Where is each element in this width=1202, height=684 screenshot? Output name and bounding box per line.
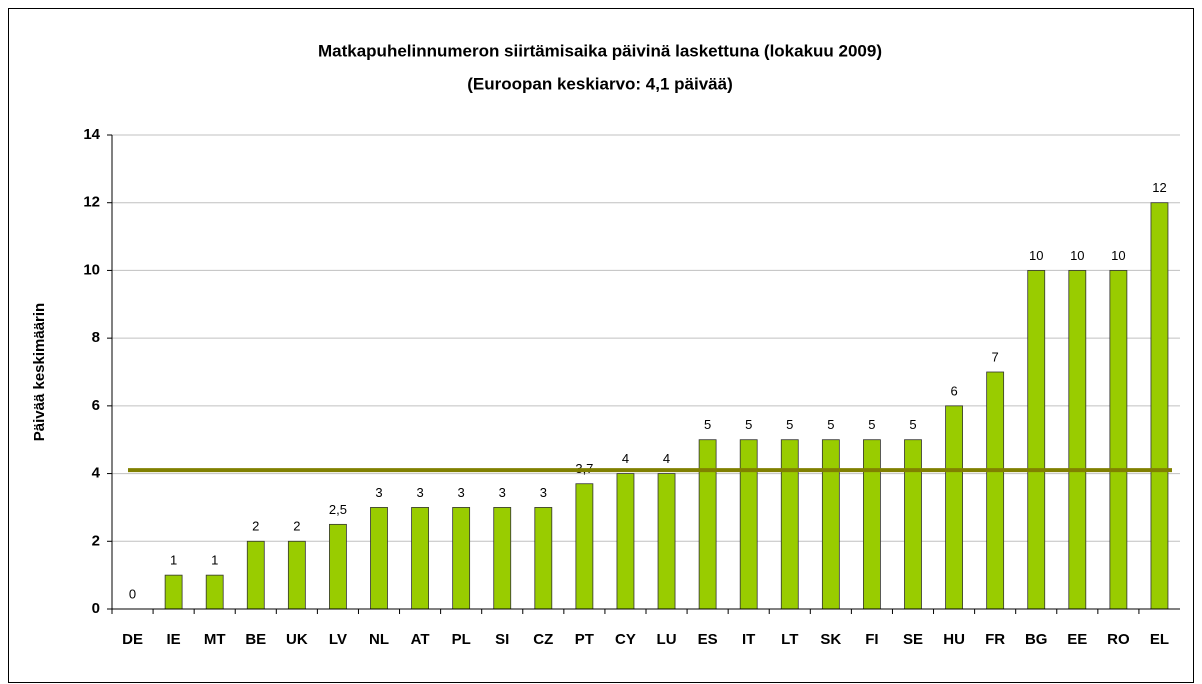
value-label: 0 [129,586,136,601]
value-label: 6 [950,383,957,398]
x-tick-label: LU [657,631,677,648]
x-tick-label: CZ [533,631,553,648]
bar [1027,270,1046,610]
bar [164,574,183,610]
bar [493,507,512,610]
value-label: 5 [909,417,916,432]
bar [945,405,963,610]
chart-title: Matkapuhelinnumeron siirtämisaika päivin… [318,41,882,60]
bar [205,574,224,610]
bar [1150,202,1169,610]
bar [1109,270,1128,610]
value-label: 3 [540,485,547,500]
y-tick-label: 12 [83,194,100,211]
bar [1068,270,1087,610]
x-tick-label: LT [781,631,798,648]
value-label: 3 [458,485,465,500]
chart-border [8,8,1194,683]
x-tick-label: EE [1067,631,1087,648]
value-label: 2 [293,519,300,534]
chart-subtitle: (Euroopan keskiarvo: 4,1 päivää) [467,74,733,93]
x-tick-label: PT [575,631,594,648]
x-tick-label: PL [452,631,471,648]
x-tick-label: IE [167,631,181,648]
bar [616,473,635,610]
x-tick-label: IT [742,631,755,648]
y-tick-label: 10 [83,261,100,278]
x-tick-label: BE [245,631,266,648]
value-label: 10 [1070,248,1084,263]
x-tick-label: CY [615,631,636,648]
value-label: 1 [211,553,218,568]
bar [575,483,594,610]
x-tick-label: FI [865,631,878,648]
value-label: 7 [992,349,999,364]
x-tick-label: AT [411,631,430,648]
bar [329,523,347,610]
value-label: 10 [1029,248,1043,263]
bar [534,507,553,610]
bar [821,439,840,610]
value-label: 3 [416,485,423,500]
x-tick-label: SE [903,631,923,648]
y-tick-label: 14 [83,126,100,143]
value-label: 10 [1111,248,1125,263]
value-label: 4 [622,451,629,466]
y-tick-label: 0 [92,600,100,617]
bar [986,371,1005,610]
value-label: 2 [252,519,259,534]
x-tick-label: UK [286,631,308,648]
y-axis-label: Päivää keskimäärin [31,303,48,441]
bar [739,439,758,610]
value-label: 5 [868,417,875,432]
value-label: 5 [827,417,834,432]
value-label: 1 [170,553,177,568]
x-tick-label: HU [943,631,965,648]
bar [904,439,922,610]
x-tick-label: RO [1107,631,1130,648]
y-tick-label: 8 [92,329,100,346]
x-tick-label: ES [698,631,718,648]
value-label: 3 [375,485,382,500]
value-label: 5 [704,417,711,432]
x-tick-label: NL [369,631,389,648]
bar [287,540,306,610]
x-tick-label: LV [329,631,347,648]
bar [780,439,799,610]
bar [246,540,265,610]
x-tick-label: BG [1025,631,1048,648]
value-label: 4 [663,451,670,466]
x-tick-label: MT [204,631,226,648]
x-tick-label: EL [1150,631,1169,648]
value-label: 12 [1152,180,1166,195]
x-tick-label: FR [985,631,1005,648]
x-tick-label: DE [122,631,143,648]
bar [452,507,471,610]
value-label: 5 [745,417,752,432]
y-tick-label: 2 [92,532,100,549]
x-tick-label: SI [495,631,509,648]
x-tick-label: SK [820,631,841,648]
bar [657,473,676,610]
bar [370,507,388,610]
bar [698,439,717,610]
value-label: 3 [499,485,506,500]
y-tick-label: 6 [92,397,100,414]
value-label: 5 [786,417,793,432]
value-label: 2,5 [329,502,347,517]
bar [863,439,881,610]
bar [411,507,429,610]
y-tick-label: 4 [92,465,101,482]
